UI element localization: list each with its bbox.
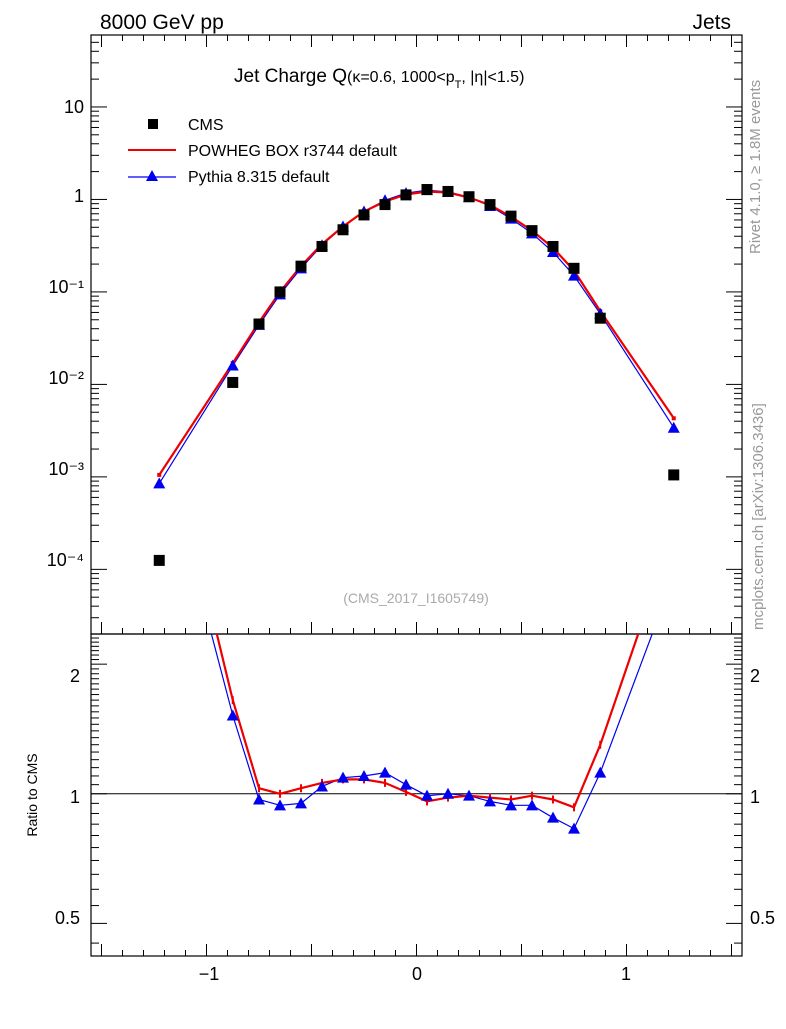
ratio-series-line-pythia <box>210 634 653 830</box>
ratio-point-pythia <box>379 766 391 778</box>
point-cms <box>526 225 538 237</box>
ratio-point-pythia <box>505 799 517 811</box>
point-pythia <box>667 421 680 433</box>
ratio-plot-area <box>91 429 742 834</box>
legend-label-pythia: Pythia 8.315 default <box>188 169 330 186</box>
point-cms <box>421 184 433 196</box>
point-cms <box>400 189 412 201</box>
legend: CMS POWHEG BOX r3744 default Pythia 8.31… <box>128 117 398 186</box>
point-cms <box>253 318 265 330</box>
ratio-point-pythia <box>295 797 307 809</box>
ratio-point-pythia <box>668 570 680 581</box>
ytick-label-main-1em3: 10⁻³ <box>48 459 84 479</box>
point-cms <box>227 376 239 388</box>
point-cms <box>594 312 606 324</box>
point-cms <box>568 262 580 274</box>
ratio-point-pythia <box>568 822 580 834</box>
point-cms <box>547 240 559 252</box>
ytick-label-ratio-2-left: 2 <box>70 666 80 686</box>
ratio-point-pythia <box>400 778 412 790</box>
rivet-label: Rivet 4.1.0, ≥ 1.8M events <box>747 80 764 254</box>
ytick-label-main-1e1: 10 <box>64 97 84 117</box>
ratio-point-pythia <box>337 771 349 783</box>
point-cms <box>505 210 517 222</box>
ratio-point-pythia <box>463 789 475 801</box>
point-pythia <box>568 269 580 281</box>
ytick-label-ratio-1-right: 1 <box>750 787 760 807</box>
title-main: Jet Charge Q <box>234 66 347 87</box>
ratio-point-pythia <box>442 787 454 799</box>
ratio-panel-frame <box>90 633 743 957</box>
ytick-label-ratio-1-left: 1 <box>70 787 80 807</box>
legend-marker-cms <box>148 119 158 129</box>
point-cms <box>316 240 328 252</box>
point-cms <box>153 554 165 566</box>
ytick-label-main-1em2: 10⁻² <box>48 368 84 388</box>
series-line-pythia <box>158 189 675 484</box>
ytick-label-main-1em1: 10⁻¹ <box>48 277 84 297</box>
legend-label-powheg: POWHEG BOX r3744 default <box>188 143 398 160</box>
title-sub: T <box>455 79 462 91</box>
xtick-label-1: 1 <box>621 964 631 984</box>
ytick-label-ratio-05-left: 0.5 <box>55 908 80 928</box>
ratio-series-line-powheg <box>215 634 640 809</box>
mcplots-label: mcplots.cern.ch [arXiv:1306.3436] <box>750 403 767 630</box>
ratio-ylabel: Ratio to CMS <box>24 753 40 836</box>
xtick-label-m1: −1 <box>199 964 220 984</box>
point-cms <box>463 191 475 203</box>
title-rest: , |η|<1.5) <box>461 69 524 86</box>
ratio-point-pythia <box>153 429 165 440</box>
point-pythia <box>153 477 166 489</box>
ratio-point-pythia <box>484 795 496 807</box>
ratio-point-pythia <box>594 766 607 778</box>
point-pythia <box>226 359 239 371</box>
point-cms <box>295 260 307 272</box>
analysis-watermark: (CMS_2017_I1605749) <box>343 590 489 606</box>
ratio-point-pythia <box>226 709 239 721</box>
ratio-point-pythia <box>526 799 538 811</box>
chart-title: Jet Charge Q(κ=0.6, 1000<pT, |η|<1.5) <box>234 66 524 91</box>
point-powheg <box>671 416 676 421</box>
main-plot-area <box>153 184 680 566</box>
ratio-clipped <box>91 429 742 834</box>
ratio-point-pythia <box>358 769 370 781</box>
ratio-point-pythia <box>316 780 328 792</box>
point-cms <box>379 199 391 211</box>
energy-label: 8000 GeV pp <box>100 11 224 34</box>
point-cms <box>484 199 496 211</box>
legend-marker-pythia <box>146 170 158 181</box>
ratio-point-pythia <box>253 793 265 805</box>
point-cms <box>358 209 370 221</box>
title-kappa: (κ=0.6, 1000<p <box>347 69 455 86</box>
point-cms <box>668 469 680 481</box>
point-cms <box>442 185 454 197</box>
ratio-point-pythia <box>421 789 433 801</box>
legend-label-cms: CMS <box>188 117 224 134</box>
ratio-point-pythia <box>274 799 286 811</box>
xtick-label-0: 0 <box>412 964 422 984</box>
ytick-label-main-1em4: 10⁻⁴ <box>47 550 84 570</box>
ytick-label-main-1e0: 1 <box>74 186 84 206</box>
axis-ticks <box>91 34 742 956</box>
point-cms <box>337 224 349 236</box>
ytick-label-ratio-05-right: 0.5 <box>750 908 775 928</box>
point-cms <box>274 286 286 298</box>
ytick-label-ratio-2-right: 2 <box>750 666 760 686</box>
series-line-powheg <box>158 190 675 476</box>
process-label: Jets <box>692 11 731 34</box>
point-powheg <box>157 472 162 477</box>
ratio-point-pythia <box>547 811 559 823</box>
